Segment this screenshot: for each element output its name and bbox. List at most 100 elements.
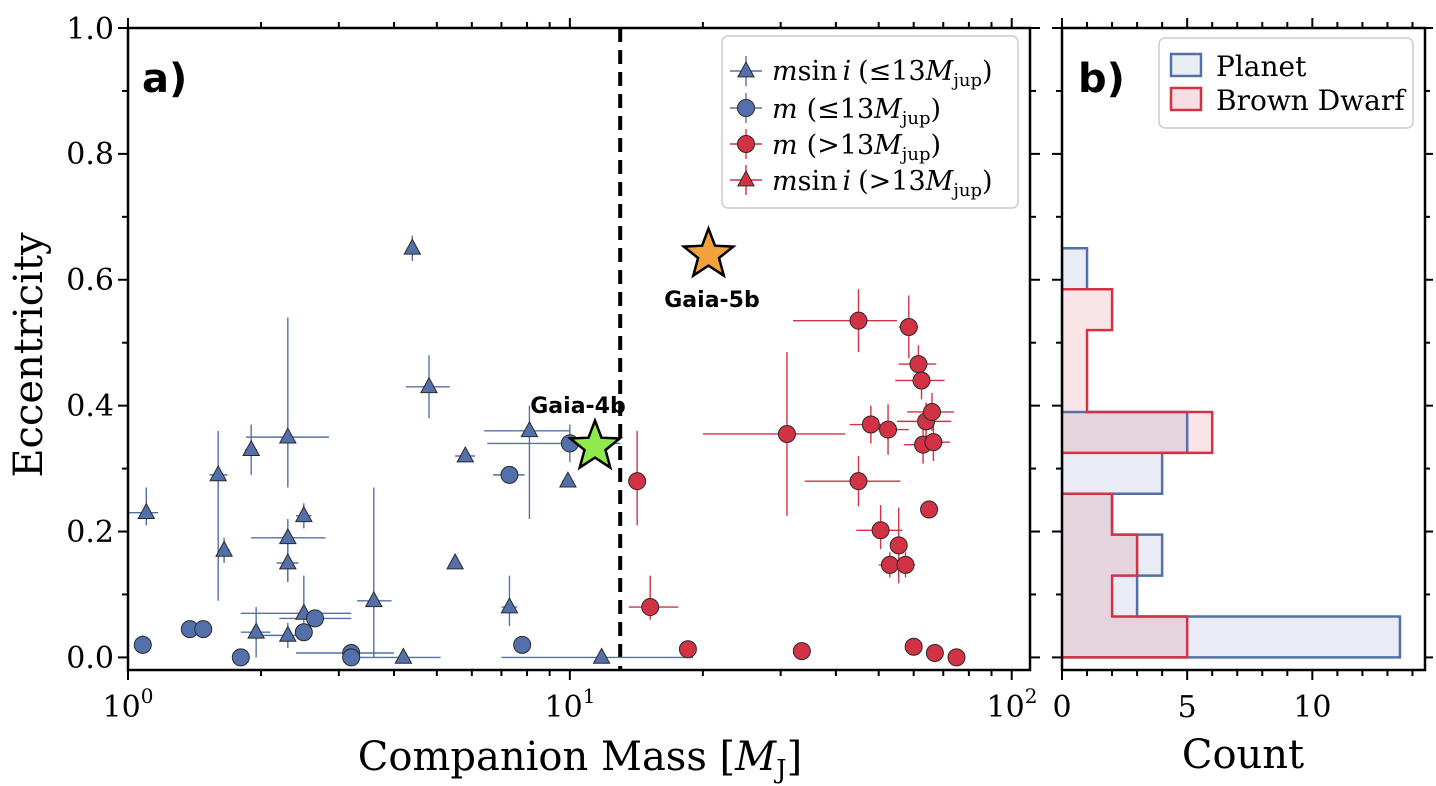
y-axis-label: Eccentricity — [6, 232, 52, 478]
data-point-circle — [294, 623, 313, 642]
legend-a: msin i (≤13Mjup) m (≤13Mjup) m (>13Mjup) msi… — [721, 35, 1019, 209]
count-tick-label: 10 — [1293, 690, 1331, 725]
data-point-triangle — [500, 597, 519, 614]
legend-a-entry-0: msin i (≤13Mjup) — [772, 56, 993, 91]
x-axis-label-symbol: M — [734, 734, 777, 780]
panel-a-frame — [126, 26, 1032, 672]
legend-marker-triangle — [737, 60, 755, 78]
data-point-circle — [896, 555, 915, 574]
legend-a-markers — [730, 56, 762, 195]
data-point-circle — [879, 420, 898, 439]
x-tick-label-1: 100 — [103, 684, 154, 725]
y-tick-label: 0.6 — [66, 263, 114, 298]
legend-a-entry-2: m (>13Mjup) — [772, 130, 941, 165]
x-axis-label-subscript: J — [773, 755, 786, 785]
legend-a-entry-3: msin i (>13Mjup) — [772, 166, 993, 201]
data-point-circle — [924, 433, 943, 452]
data-point-triangle — [364, 590, 383, 608]
x-axis-label-text: Companion Mass [ — [358, 734, 735, 780]
data-point-triangle — [215, 540, 234, 557]
count-tick-label: 0 — [1052, 690, 1071, 725]
panel-a-ticks — [118, 18, 1040, 680]
x-tick-labels: 100 101 102 — [103, 684, 1038, 725]
data-point-triangle — [558, 471, 577, 488]
data-point-triangle — [137, 502, 156, 519]
y-tick-label: 0.4 — [66, 389, 114, 424]
legend-b: Planet Brown Dwarf — [1158, 37, 1414, 129]
data-point-triangle — [209, 464, 228, 482]
histogram-planet-fill — [1062, 248, 1400, 658]
data-point-circle — [947, 648, 966, 667]
data-point-circle — [231, 648, 250, 667]
legend-b-planet-label: Planet — [1216, 50, 1307, 83]
panel-b-label: b) — [1078, 56, 1125, 102]
data-point-circle — [641, 598, 660, 617]
data-point-circle — [899, 317, 918, 336]
data-point-circle — [628, 472, 647, 491]
data-point-triangle — [278, 427, 297, 444]
data-point-triangle — [278, 625, 297, 642]
data-point-circle — [849, 472, 868, 491]
x-tick-label-100: 102 — [987, 684, 1038, 725]
data-point-circle — [889, 536, 908, 555]
data-point-triangle — [278, 552, 297, 570]
panel-b-background — [1062, 28, 1425, 670]
x-tick-label-10: 101 — [545, 684, 596, 725]
data-point-circle — [925, 644, 944, 663]
panel-a-marks — [128, 28, 966, 670]
data-point-circle — [922, 402, 941, 421]
panel-b-marks — [1062, 247, 1402, 659]
data-point-circle — [920, 500, 939, 519]
data-point-circle — [871, 521, 890, 540]
legend-a-entry-1: m (≤13Mjup) — [772, 94, 941, 129]
gaia-5b-star-marker — [680, 225, 737, 279]
y-tick-label: 0.8 — [66, 137, 114, 172]
data-point-triangle — [403, 238, 422, 255]
panel-b: b) Count 0 5 10 Planet Brown Dwarf — [1052, 18, 1433, 778]
data-point-triangle — [456, 445, 475, 463]
panel-a-label: a) — [142, 56, 187, 102]
legend-marker-circle — [737, 99, 755, 117]
y-tick-label: 0.0 — [66, 641, 114, 676]
data-point-triangle — [420, 376, 438, 394]
data-point-triangle — [394, 647, 413, 664]
data-point-triangle — [278, 527, 297, 545]
data-point-circle — [861, 415, 880, 434]
data-point-circle — [912, 371, 931, 390]
data-point-circle — [678, 640, 697, 659]
y-tick-labels: 0.0 0.2 0.4 0.6 0.8 1.0 — [66, 12, 114, 676]
y-tick-label: 1.0 — [66, 12, 114, 47]
legend-b-bd-swatch — [1169, 86, 1203, 112]
data-point-triangle — [247, 622, 266, 639]
data-point-triangle — [242, 439, 261, 457]
gaia-5b-label: Gaia-5b — [664, 288, 759, 313]
data-point-circle — [500, 465, 519, 484]
legend-b-bd-label: Brown Dwarf — [1216, 84, 1407, 117]
data-point-circle — [904, 637, 923, 656]
data-point-triangle — [592, 647, 611, 664]
count-axis-label: Count — [1182, 732, 1304, 778]
y-tick-label: 0.2 — [66, 515, 114, 550]
histogram-brown-dwarf-outline — [1062, 248, 1214, 659]
data-point-circle — [342, 648, 361, 667]
data-point-circle — [909, 355, 928, 374]
x-axis-label: Companion Mass [MJ] — [358, 734, 802, 785]
data-point-circle — [513, 635, 532, 654]
count-tick-labels: 0 5 10 — [1052, 690, 1331, 725]
data-point-circle — [133, 635, 152, 654]
legend-a-box — [721, 35, 1019, 209]
data-point-triangle — [446, 552, 465, 570]
data-point-circle — [306, 609, 325, 628]
data-point-triangle — [294, 505, 313, 523]
data-point-circle — [849, 311, 868, 330]
legend-marker-circle — [737, 135, 755, 153]
data-point-circle — [880, 555, 899, 574]
data-point-triangle — [520, 420, 539, 438]
data-point-circle — [792, 642, 811, 661]
gaia-4b-label: Gaia-4b — [530, 394, 625, 419]
histogram-planet-outline — [1062, 247, 1402, 659]
data-point-circle — [777, 424, 796, 443]
legend-marker-triangle — [737, 169, 755, 187]
count-tick-label: 5 — [1178, 690, 1197, 725]
